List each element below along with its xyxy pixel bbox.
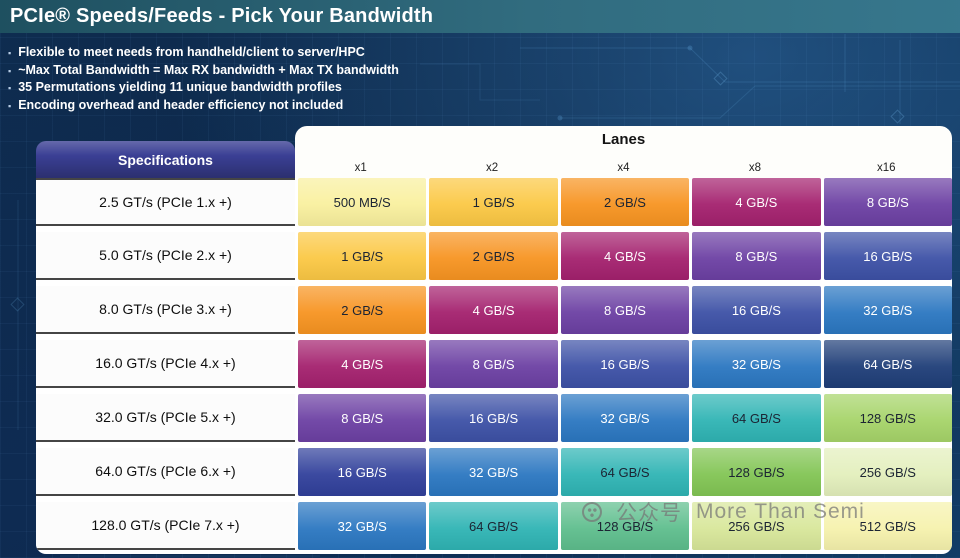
- lane-column-label: x16: [877, 162, 896, 174]
- spec-cell: 32.0 GT/s (PCIe 5.x +): [36, 394, 295, 442]
- bandwidth-cell: 32 GB/S: [429, 448, 558, 496]
- bullet-text: 35 Permutations yielding 11 unique bandw…: [18, 80, 342, 94]
- bandwidth-cell: 1 GB/S: [429, 178, 558, 226]
- watermark-label: 公众号: [616, 502, 682, 525]
- bandwidth-cell: 4 GB/S: [560, 232, 690, 280]
- bandwidth-cell: 8 GB/S: [692, 232, 821, 280]
- lane-column-label: x8: [748, 162, 761, 174]
- bandwidth-cell: 32 GB/S: [823, 286, 952, 334]
- wechat-logo-icon: [582, 502, 602, 522]
- bullet-item: ▪ ~Max Total Bandwidth = Max RX bandwidt…: [8, 63, 399, 77]
- bandwidth-cell: 2 GB/S: [429, 232, 558, 280]
- table-body: 2.5 GT/s (PCIe 1.x +) 500 MB/S 1 GB/S 2 GB/…: [36, 178, 952, 554]
- watermark: 公众号 More Than Semi: [582, 497, 865, 527]
- lane-column-labels: x1 x2 x4 x8 x16: [295, 162, 952, 174]
- spec-cell: 128.0 GT/s (PCIe 7.x +): [36, 502, 295, 550]
- bandwidth-cell: 64 GB/S: [560, 448, 690, 496]
- lane-column-label: x1: [354, 162, 367, 174]
- bandwidth-cell: 64 GB/S: [692, 394, 821, 442]
- bandwidth-cell: 8 GB/S: [823, 178, 952, 226]
- bandwidth-cell: 16 GB/S: [560, 340, 690, 388]
- lane-column-label: x2: [486, 162, 499, 174]
- bullet-item: ▪ 35 Permutations yielding 11 unique ban…: [8, 80, 399, 94]
- bandwidth-cell: 1 GB/S: [298, 232, 427, 280]
- bullet-marker-icon: ▪: [8, 83, 12, 93]
- bandwidth-cell: 512 GB/S: [823, 502, 952, 550]
- bandwidth-cell: 32 GB/S: [298, 502, 427, 550]
- bandwidth-cell: 256 GB/S: [823, 448, 952, 496]
- bandwidth-cell: 2 GB/S: [298, 286, 427, 334]
- lanes-title: Lanes: [601, 131, 646, 148]
- title-bar: PCIe® Speeds/Feeds - Pick Your Bandwidth: [0, 0, 960, 33]
- bandwidth-cell: 64 GB/S: [429, 502, 558, 550]
- spec-cell: 2.5 GT/s (PCIe 1.x +): [36, 178, 295, 226]
- spec-cell: 5.0 GT/s (PCIe 2.x +): [36, 232, 295, 280]
- bullet-marker-icon: ▪: [8, 48, 12, 58]
- spec-cell: 8.0 GT/s (PCIe 3.x +): [36, 286, 295, 334]
- bandwidth-cell: 64 GB/S: [823, 340, 952, 388]
- lanes-header: Lanes x1 x2 x4 x8 x16: [295, 126, 952, 178]
- bandwidth-cell: 32 GB/S: [692, 340, 821, 388]
- bandwidth-cell: 4 GB/S: [298, 340, 427, 388]
- bandwidth-cell: 500 MB/S: [298, 178, 427, 226]
- bullet-text: Encoding overhead and header efficiency …: [18, 97, 344, 112]
- bullet-marker-icon: ▪: [8, 65, 12, 76]
- watermark-name: More Than Semi: [696, 500, 865, 523]
- bandwidth-cell: 4 GB/S: [429, 286, 558, 334]
- bandwidth-cell: 8 GB/S: [429, 340, 558, 388]
- bullet-text: Flexible to meet needs from handheld/cli…: [18, 45, 365, 59]
- bandwidth-cell: 8 GB/S: [298, 394, 427, 442]
- bandwidth-cell: 128 GB/S: [823, 394, 952, 442]
- bandwidth-cell: 128 GB/S: [692, 448, 821, 496]
- bandwidth-cell: 16 GB/S: [298, 448, 427, 496]
- bandwidth-cell: 256 GB/S: [692, 502, 821, 550]
- bandwidth-cell: 4 GB/S: [692, 178, 821, 226]
- bandwidth-cell: 16 GB/S: [429, 394, 558, 442]
- bullet-item: ▪ Encoding overhead and header efficienc…: [8, 98, 399, 112]
- bullet-marker-icon: ▪: [8, 100, 12, 111]
- page-title: PCIe® Speeds/Feeds - Pick Your Bandwidth: [10, 5, 434, 27]
- bandwidth-cell: 2 GB/S: [560, 178, 690, 226]
- bullet-item: ▪ Flexible to meet needs from handheld/c…: [8, 45, 399, 59]
- spec-cell: 64.0 GT/s (PCIe 6.x +): [36, 448, 295, 496]
- bandwidth-cell: 16 GB/S: [692, 286, 821, 334]
- bandwidth-cell: 16 GB/S: [823, 232, 952, 280]
- spec-cell: 16.0 GT/s (PCIe 4.x +): [36, 340, 295, 388]
- bullet-list: ▪ Flexible to meet needs from handheld/c…: [8, 45, 399, 115]
- specifications-header: Specifications: [36, 141, 295, 178]
- bandwidth-cell: 32 GB/S: [560, 394, 690, 442]
- lane-column-label: x4: [617, 162, 630, 174]
- bandwidth-cell: 8 GB/S: [560, 286, 690, 334]
- bullet-text: ~Max Total Bandwidth = Max RX bandwidth …: [18, 62, 399, 77]
